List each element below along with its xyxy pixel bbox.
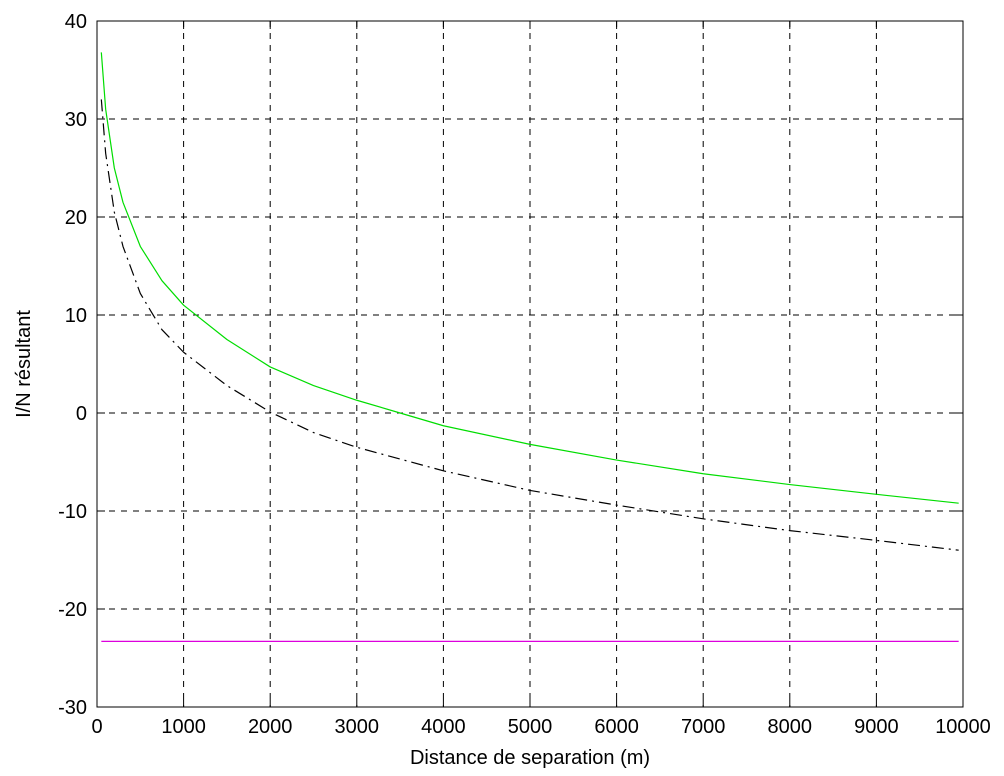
ticks: 0 1000 2000 3000 4000 5000 6000 7000 8000 9000 100… [58,11,991,738]
x-tick-label: 9000 [854,716,899,738]
y-tick-label: 40 [65,11,87,33]
y-tick-label: 30 [65,109,87,131]
x-tick-label: 1000 [161,716,206,738]
x-tick-label: 3000 [335,716,380,738]
x-tick-label: 5000 [508,716,553,738]
x-axis-title: Distance de separation (m) [410,747,650,769]
y-tick-label: -20 [58,599,87,621]
x-tick-label: 10000 [935,716,991,738]
series-group [100,52,959,642]
series-line-2 [100,99,959,551]
y-tick-label: 0 [76,403,87,425]
x-tick-label: 8000 [768,716,813,738]
x-tick-label: 4000 [421,716,466,738]
grid [97,21,963,707]
y-axis-title: I/N résultant [13,310,35,418]
x-tick-label: 2000 [248,716,293,738]
x-tick-label: 6000 [594,716,639,738]
y-tick-label: -10 [58,501,87,523]
y-tick-label: -30 [58,697,87,719]
y-tick-label: 20 [65,207,87,229]
x-tick-label: 0 [91,716,102,738]
y-tick-label: 10 [65,305,87,327]
x-tick-label: 7000 [681,716,726,738]
series-line-1 [100,52,959,504]
